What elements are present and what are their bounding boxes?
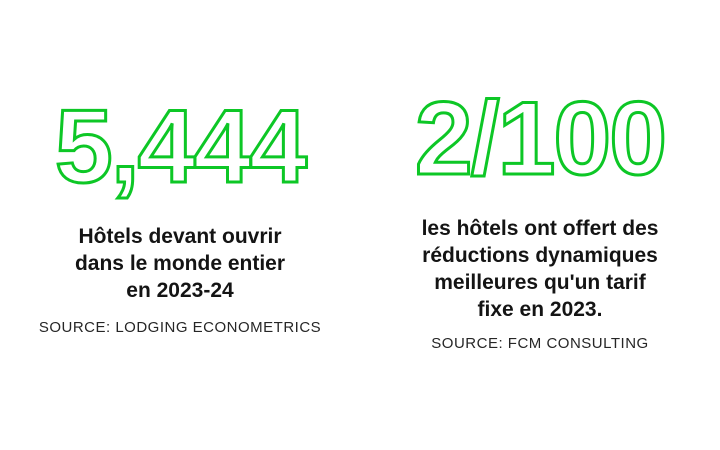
headline-line: Hôtels devant ouvrir [78,225,282,248]
stat-card-hotels-opening: 5,444 Hôtels devant ouvrir dans le monde… [38,89,322,337]
headline-line: fixe en 2023. [477,298,603,321]
headline-line: meilleures qu'un tarif [434,271,646,294]
stat-headline-dynamic-discounts: les hôtels ont offert des réductions dyn… [422,215,659,323]
stat-value-hotels-opening: 5,444 [53,89,308,205]
stat-value-dynamic-discounts: 2/100 [413,81,668,197]
stat-source-lodging-econometrics: SOURCE: LODGING ECONOMETRICS [38,319,322,336]
headline-line: dans le monde entier [74,252,286,275]
headline-line: réductions dynamiques [422,244,658,267]
headline-line: les hôtels ont offert des [421,217,659,240]
stat-source-fcm-consulting: SOURCE: FCM CONSULTING [431,335,649,352]
headline-line: en 2023-24 [126,279,234,302]
stat-card-dynamic-discounts: 2/100 les hôtels ont offert des réductio… [360,0,720,450]
stat-headline-hotels-opening: Hôtels devant ouvrir dans le monde entie… [75,223,285,304]
